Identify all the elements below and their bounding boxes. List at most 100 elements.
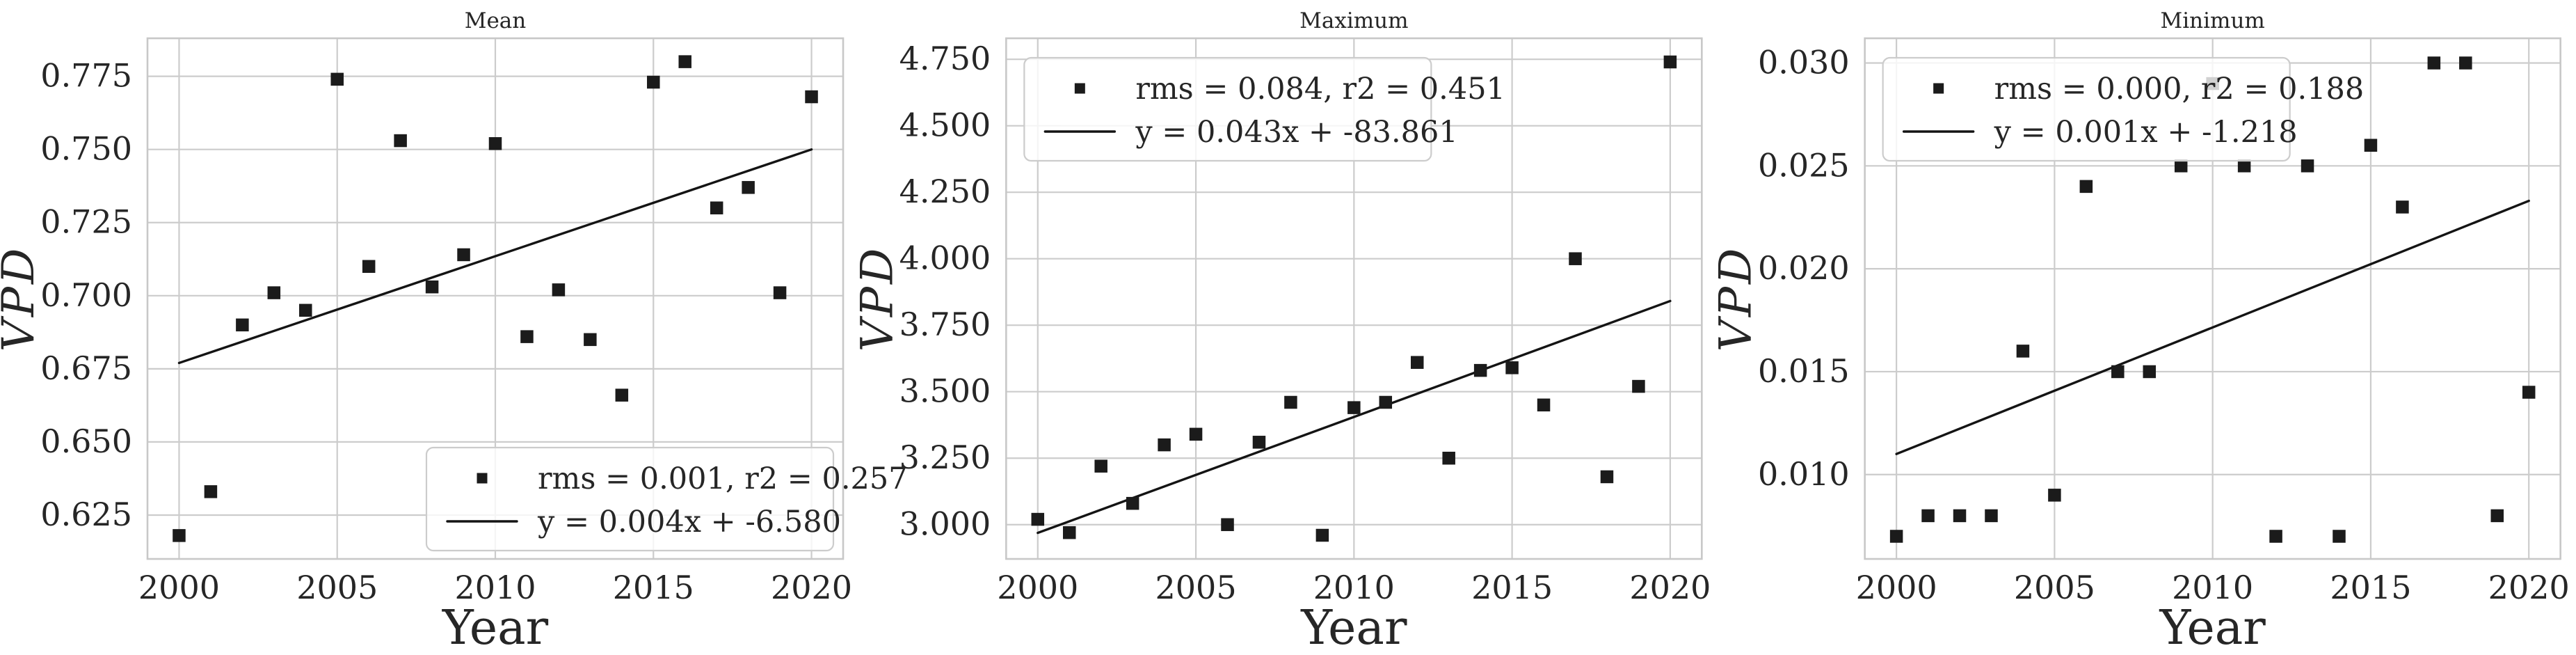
data-point (2301, 159, 2314, 173)
legend: rms = 0.000, r2 = 0.188 y = 0.001x + -1.2… (1882, 56, 2365, 162)
data-point (615, 388, 629, 402)
x-tick-label: 2010 (2172, 569, 2253, 606)
y-axis-label: VPD (0, 246, 45, 352)
y-tick-label: 4.750 (899, 40, 991, 77)
y-tick-label: 0.625 (40, 496, 132, 533)
data-point (204, 485, 218, 498)
data-point (173, 529, 186, 542)
legend-label: y = 0.001x + -1.218 (1994, 115, 2298, 150)
data-point (425, 280, 439, 294)
data-point (2079, 180, 2093, 194)
y-tick-label: 0.030 (1758, 43, 1850, 81)
chart-title: Maximum (1299, 8, 1408, 33)
data-point (1537, 398, 1551, 412)
data-point (2048, 489, 2061, 502)
y-tick-label: 3.500 (899, 372, 991, 410)
data-point (2237, 159, 2251, 173)
legend-label: rms = 0.001, r2 = 0.257 (538, 461, 908, 496)
data-point (1889, 530, 1903, 543)
chart-panel-minimum: 2000 2005 2010 2015 2020 0.010 0.015 0.020 0.025… (1711, 8, 2570, 655)
data-point (1189, 427, 1203, 441)
legend-box (1882, 56, 2291, 162)
data-point (2143, 365, 2157, 379)
data-point (1442, 451, 1455, 465)
axes-spines (146, 37, 845, 560)
data-point (488, 137, 502, 150)
x-tick-label: 2010 (1313, 569, 1395, 606)
x-tick-label: 2015 (613, 569, 694, 606)
y-tick-label: 4.250 (899, 173, 991, 210)
data-point (394, 134, 407, 148)
data-point (1062, 526, 1076, 539)
x-tick-label: 2015 (2330, 569, 2411, 606)
data-point (647, 75, 660, 89)
data-point (678, 55, 691, 68)
x-tick-label: 2020 (771, 569, 852, 606)
legend-label: rms = 0.084, r2 = 0.451 (1135, 72, 1505, 106)
y-tick-label: 3.750 (899, 306, 991, 343)
trend-line (177, 148, 813, 365)
y-tick-label: 0.015 (1758, 352, 1850, 390)
data-point (2269, 530, 2282, 543)
y-axis-label: VPD (1711, 246, 1762, 352)
legend: rms = 0.001, r2 = 0.257 y = 0.004x + -6.5… (425, 446, 908, 552)
data-point (1031, 512, 1045, 526)
legend-box (1023, 56, 1432, 162)
data-point (552, 283, 566, 297)
legend-label: rms = 0.000, r2 = 0.188 (1994, 72, 2365, 106)
data-point (299, 303, 312, 317)
y-tick-label: 3.250 (899, 439, 991, 476)
data-point (330, 72, 344, 86)
trend-line (1037, 299, 1672, 535)
y-tick-label: 0.650 (40, 423, 132, 460)
legend-marker-square-icon (1933, 83, 1944, 94)
data-point (2333, 530, 2346, 543)
data-point (2490, 509, 2504, 523)
data-point (1505, 361, 1519, 374)
data-point (2427, 56, 2441, 70)
data-point (2111, 365, 2125, 379)
data-point (710, 201, 723, 214)
legend-label: y = 0.043x + -83.861 (1135, 115, 1457, 150)
data-point (2174, 159, 2188, 173)
data-point (1921, 509, 1935, 523)
data-point (1284, 395, 1297, 409)
x-tick-label: 2000 (1856, 569, 1937, 606)
y-tick-label: 0.675 (40, 349, 132, 387)
legend-marker-square-icon (1074, 83, 1085, 94)
data-point (362, 260, 376, 274)
data-point (2396, 200, 2409, 214)
x-axis-label: Year (442, 601, 549, 655)
x-tick-label: 2000 (138, 569, 220, 606)
y-tick-label: 0.750 (40, 130, 132, 168)
data-point (1252, 436, 1266, 449)
chart-panel-maximum: 2000 2005 2010 2015 2020 3.000 3.250 3.500 3.750… (851, 8, 1711, 655)
y-tick-label: 0.775 (40, 57, 132, 95)
data-point (1410, 356, 1424, 369)
legend-box (425, 446, 835, 552)
data-point (1379, 395, 1393, 409)
chart-title: Minimum (2161, 8, 2265, 33)
data-point (1473, 363, 1487, 377)
y-axis-label: VPD (851, 246, 903, 352)
data-point (1953, 509, 1967, 523)
axes-spines (1005, 37, 1703, 560)
y-tick-label: 0.725 (40, 203, 132, 241)
trend-line (1895, 199, 2530, 455)
x-axis-label: Year (1300, 601, 1407, 655)
legend-marker-square-icon (477, 473, 488, 484)
data-point (457, 248, 470, 262)
y-tick-label: 0.700 (40, 276, 132, 314)
y-tick-label: 4.000 (899, 239, 991, 277)
data-point (1569, 252, 1582, 265)
axes-spines (1864, 37, 2561, 560)
data-point (1126, 496, 1139, 510)
data-point (805, 90, 818, 104)
x-tick-label: 2000 (997, 569, 1078, 606)
legend: rms = 0.084, r2 = 0.451 y = 0.043x + -83.… (1023, 56, 1505, 162)
data-point (236, 318, 249, 332)
data-point (1094, 459, 1107, 473)
data-point (267, 286, 281, 299)
data-point (1221, 518, 1234, 531)
chart-panel-mean: 2000 2005 2010 2015 2020 0.625 0.650 0.675 0.700… (0, 8, 908, 655)
